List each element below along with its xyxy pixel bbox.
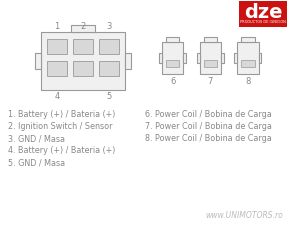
Text: 7. Power Coil / Bobina de Carga: 7. Power Coil / Bobina de Carga — [145, 122, 272, 131]
Text: dze: dze — [244, 4, 283, 23]
Bar — [259, 53, 261, 63]
Bar — [239, 1, 287, 27]
Text: www.UNIMOTORS.ro: www.UNIMOTORS.ro — [205, 211, 283, 220]
Text: 6: 6 — [170, 77, 175, 86]
Text: 8. Power Coil / Bobina de Carga: 8. Power Coil / Bobina de Carga — [145, 134, 272, 143]
Text: 5. GND / Masa: 5. GND / Masa — [8, 158, 65, 167]
Text: 8: 8 — [245, 77, 250, 86]
Bar — [166, 37, 179, 42]
Bar — [200, 42, 221, 74]
Bar — [241, 37, 255, 42]
Bar — [35, 53, 41, 69]
Text: 1. Battery (+) / Bateria (+): 1. Battery (+) / Bateria (+) — [8, 110, 115, 119]
Bar — [197, 53, 200, 63]
Bar — [221, 53, 224, 63]
Text: 5: 5 — [106, 92, 112, 101]
Bar — [47, 39, 67, 54]
Bar — [159, 53, 162, 63]
Text: 4: 4 — [54, 92, 59, 101]
Text: 1: 1 — [54, 22, 59, 31]
Text: PRODUCTOS DE IGNICION: PRODUCTOS DE IGNICION — [241, 20, 286, 24]
Bar — [40, 32, 125, 90]
Bar — [183, 53, 186, 63]
Text: 7: 7 — [208, 77, 213, 86]
Bar — [73, 61, 93, 76]
Bar — [71, 25, 94, 32]
Bar — [234, 53, 237, 63]
Text: 3: 3 — [106, 22, 112, 31]
Bar — [99, 61, 119, 76]
Bar — [162, 42, 183, 74]
Text: 6. Power Coil / Bobina de Carga: 6. Power Coil / Bobina de Carga — [145, 110, 272, 119]
Bar — [125, 53, 131, 69]
Bar — [47, 61, 67, 76]
Bar — [237, 42, 259, 74]
Text: 3. GND / Masa: 3. GND / Masa — [8, 134, 65, 143]
Bar — [99, 39, 119, 54]
Text: 2: 2 — [80, 22, 86, 31]
Text: 2. Ignition Switch / Sensor: 2. Ignition Switch / Sensor — [8, 122, 112, 131]
Bar — [203, 60, 217, 67]
Bar — [166, 60, 179, 67]
Bar — [241, 60, 255, 67]
Bar — [203, 37, 217, 42]
Bar — [73, 39, 93, 54]
Text: 4. Battery (+) / Bateria (+): 4. Battery (+) / Bateria (+) — [8, 146, 115, 155]
